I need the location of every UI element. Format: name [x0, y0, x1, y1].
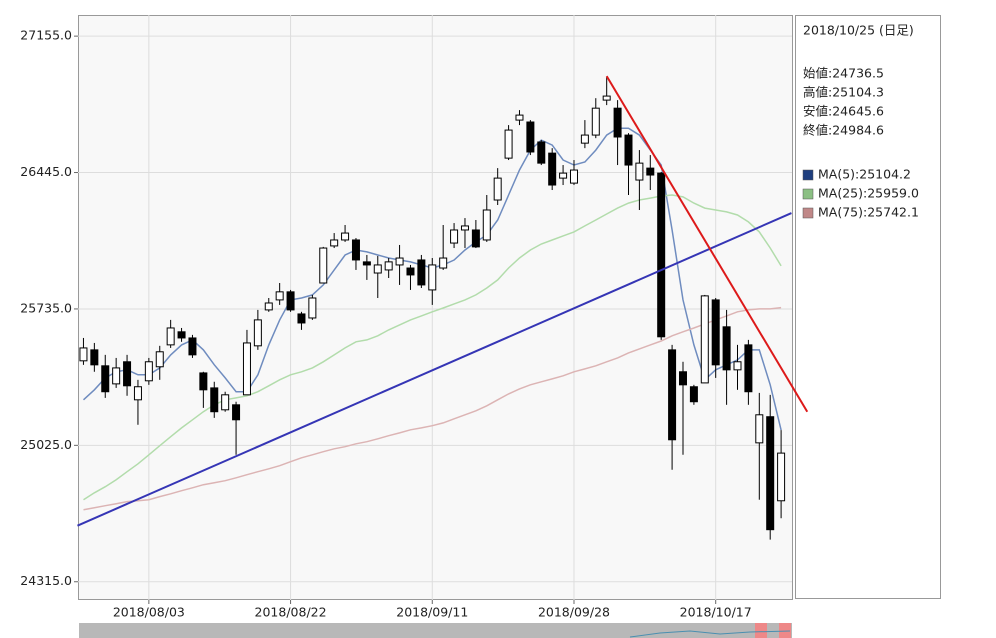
candle-body — [439, 257, 448, 269]
y-tick-label: 25025.0 — [20, 437, 72, 452]
candle-body — [101, 365, 110, 393]
candle-body — [700, 295, 709, 384]
x-tick-label: 2018/08/03 — [113, 605, 185, 620]
candle-body — [188, 337, 197, 356]
candle-body — [232, 404, 241, 421]
candle-body — [297, 313, 306, 324]
candle-body — [657, 172, 666, 338]
candle-body — [668, 349, 677, 441]
candle-body — [613, 107, 622, 138]
candle-body — [373, 264, 382, 274]
candle-body — [450, 229, 459, 244]
y-tick-label: 25735.0 — [20, 300, 72, 315]
ma-line — [83, 306, 782, 511]
candle-body — [253, 319, 262, 347]
candle-body — [221, 394, 230, 411]
candle-body — [199, 372, 208, 391]
x-tick-label: 2018/10/17 — [680, 605, 752, 620]
candle-body — [144, 361, 153, 382]
candle-body — [395, 257, 404, 266]
candle-body — [471, 229, 480, 248]
candle-body — [90, 349, 99, 366]
candle-body — [384, 261, 393, 271]
candle-body — [548, 152, 557, 186]
candle-body — [591, 107, 600, 136]
candle-body — [678, 371, 687, 386]
legend-label: MA(25):25959.0 — [818, 186, 919, 201]
info-row: 安値:24645.6 — [803, 104, 884, 119]
trend-line — [77, 212, 792, 527]
candle-body — [559, 172, 568, 179]
candle-body — [210, 387, 219, 413]
candle-body — [242, 342, 251, 396]
info-row: 始値:24736.5 — [803, 66, 884, 81]
legend-swatch — [802, 169, 814, 181]
candle-body — [417, 259, 426, 286]
legend-swatch — [802, 207, 814, 219]
navigator-handle — [779, 623, 791, 638]
y-tick-label: 27155.0 — [20, 28, 72, 43]
y-tick-label: 24315.0 — [20, 573, 72, 588]
legend-label: MA(75):25742.1 — [818, 205, 919, 220]
candle-body — [722, 326, 731, 371]
candle-body — [123, 361, 132, 387]
candle-body — [177, 331, 186, 339]
candle-body — [286, 291, 295, 311]
legend-swatch — [802, 188, 814, 200]
candle-body — [275, 291, 284, 301]
candle-body — [341, 232, 350, 241]
x-tick-label: 2018/08/22 — [255, 605, 327, 620]
candle-body — [602, 95, 611, 101]
info-date: 2018/10/25 (日足) — [803, 23, 914, 38]
navigator — [79, 623, 792, 638]
candle-body — [755, 414, 764, 444]
candle-body — [351, 239, 360, 261]
legend-label: MA(5):25104.2 — [818, 167, 911, 182]
candle-body — [504, 129, 513, 159]
candle-body — [777, 452, 786, 502]
info-row: 終値:24984.6 — [803, 123, 884, 138]
navigator-line — [629, 630, 791, 638]
candle-body — [319, 247, 328, 284]
candle-body — [711, 299, 720, 366]
candle-body — [766, 416, 775, 531]
candle-body — [537, 141, 546, 164]
candle-body — [79, 347, 88, 362]
candle-body — [166, 327, 175, 346]
info-row: 高値:25104.3 — [803, 85, 884, 100]
candle-body — [330, 239, 339, 247]
plot-area — [78, 15, 793, 600]
navigator-handle — [755, 623, 767, 638]
candle-body — [428, 264, 437, 291]
candle-body — [155, 351, 164, 368]
candle-body — [493, 177, 502, 201]
candle-body — [569, 169, 578, 184]
candle-body — [580, 134, 589, 144]
candle-body — [112, 367, 121, 385]
candle-body — [460, 225, 469, 231]
x-tick-label: 2018/09/11 — [396, 605, 468, 620]
candle-body — [264, 302, 273, 311]
candle-body — [635, 162, 644, 181]
candle-body — [515, 114, 524, 121]
info-panel — [795, 15, 941, 599]
candle-body — [133, 386, 142, 401]
candle-body — [362, 261, 371, 266]
candle-body — [646, 167, 655, 176]
candle-body — [733, 361, 742, 371]
candle-body — [744, 344, 753, 393]
candle-body — [308, 297, 317, 319]
candle-body — [624, 134, 633, 166]
candle-body — [482, 209, 491, 241]
y-tick-label: 26445.0 — [20, 164, 72, 179]
candle-body — [689, 386, 698, 403]
trend-line — [605, 75, 809, 413]
candle-body — [406, 267, 415, 276]
x-tick-label: 2018/09/28 — [538, 605, 610, 620]
candle-body — [526, 121, 535, 153]
